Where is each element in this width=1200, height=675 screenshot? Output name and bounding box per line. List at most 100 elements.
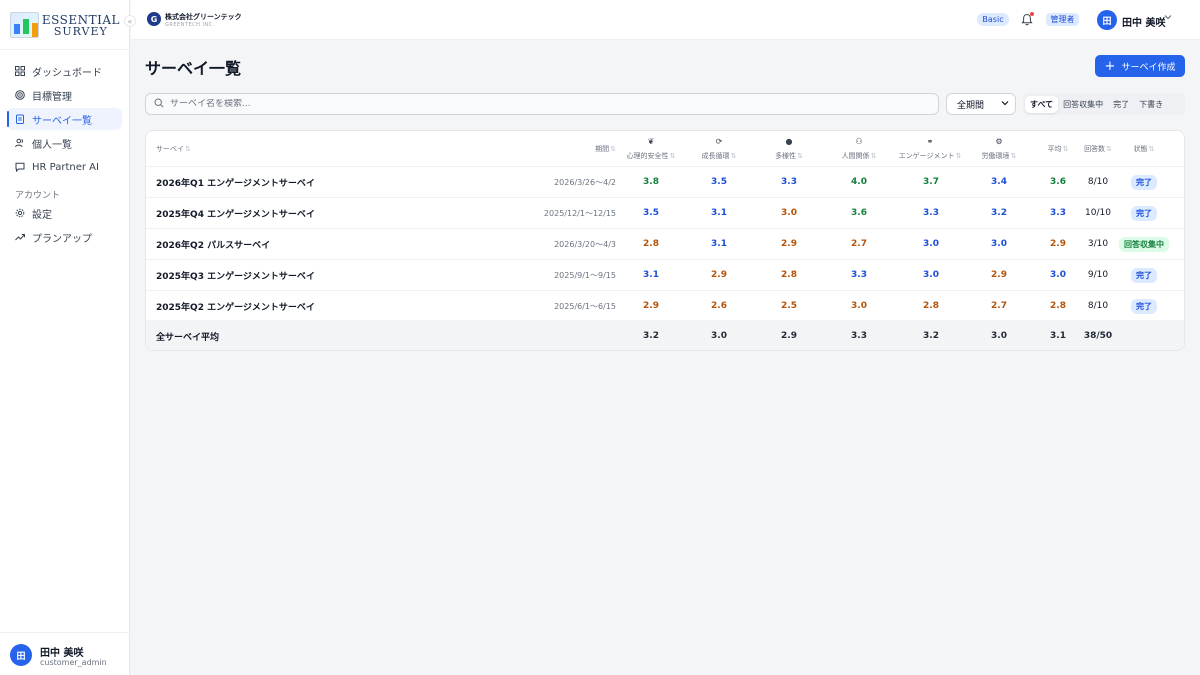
score-average: 3.0 [1050,270,1066,280]
score-engagement: 3.3 [923,208,939,218]
leaf-icon: ❦ [647,136,655,146]
score-psych: 2.9 [643,301,659,311]
search-box[interactable] [145,93,939,115]
period-select-value: 全期間 [957,100,985,111]
avatar: 田 [10,644,32,666]
filter-tab-completed[interactable]: 完了 [1113,99,1130,109]
survey-period: 2026/3/26〜4/2 [554,177,616,187]
avg-average: 3.1 [1050,331,1066,341]
plus-icon: + [1104,58,1116,74]
score-labor: 3.2 [991,208,1007,218]
score-psych: 3.1 [643,270,659,280]
plan-badge: Basic [977,13,1009,26]
header-label: 回答数 [1084,144,1106,153]
col-labor[interactable]: ⚙ 労働環境⇅ [964,131,1034,166]
cycle-icon: ⟳ [715,136,723,146]
survey-name[interactable]: 2026年Q1 エンゲージメントサーベイ [156,178,315,189]
score-psych: 3.8 [643,177,659,187]
sidebar: ESSENTIAL SURVEY ダッシュボード 目標管理 サーベイ一覧 個人一… [0,0,130,675]
survey-name[interactable]: 2025年Q2 エンゲージメントサーベイ [156,302,315,313]
score-diversity: 3.0 [781,208,797,218]
logo-line2: SURVEY [53,24,108,38]
header-label: エンゲージメント [898,151,955,160]
search-icon [154,97,164,111]
score-relations: 3.3 [851,270,867,280]
survey-period: 2025/6/1〜6/15 [554,301,616,311]
header-label: 成長循環 [701,151,730,160]
sort-icon: ⇅ [185,144,191,153]
col-responses[interactable]: 回答数 ⇅ [1077,131,1119,166]
col-survey[interactable]: サーベイ ⇅ [156,131,191,166]
company-subtitle: GREENTECH INC. [165,22,215,28]
survey-name[interactable]: 2026年Q2 パルスサーベイ [156,240,271,251]
col-period[interactable]: 期間 ⇅ [576,131,616,166]
avg-labor: 3.0 [991,331,1007,341]
filter-tab-all[interactable]: すべて [1025,95,1059,113]
sidebar-item-hr-partner-ai[interactable]: HR Partner AI [7,156,122,178]
survey-period: 2025/12/1〜12/15 [543,208,616,218]
header-user-name[interactable]: 田中 美咲 [1122,18,1166,29]
users-icon [15,138,25,148]
header-label: 人間関係 [841,151,870,160]
header-avatar[interactable]: 田 [1097,10,1117,30]
collapse-sidebar-button[interactable]: « [124,15,136,27]
score-growth: 3.1 [711,208,727,218]
sidebar-divider [0,49,130,50]
table-row[interactable]: 2026年Q1 エンゲージメントサーベイ 2026/3/26〜4/2 3.8 3… [146,167,1184,198]
col-average[interactable]: 平均 ⇅ [1039,131,1077,166]
col-diversity[interactable]: ● 多様性⇅ [754,131,824,166]
company-logo: G [147,12,161,26]
survey-name[interactable]: 2025年Q3 エンゲージメントサーベイ [156,271,315,282]
create-survey-button[interactable]: + サーベイ作成 [1095,55,1185,77]
user-role: customer_admin [40,658,107,667]
score-relations: 3.0 [851,301,867,311]
table-row[interactable]: 2025年Q3 エンゲージメントサーベイ 2025/9/1〜9/15 3.1 2… [146,260,1184,291]
sidebar-item-surveys[interactable]: サーベイ一覧 [7,108,122,130]
create-survey-label: サーベイ作成 [1121,62,1176,73]
sidebar-item-plan-up[interactable]: プランアップ [7,226,122,248]
chevron-down-icon[interactable] [1164,13,1172,24]
period-select[interactable]: 全期間 [946,93,1016,115]
col-engagement[interactable]: ⚭ エンゲージメント⇅ [889,131,971,166]
search-input[interactable] [170,99,870,109]
avg-responses: 38/50 [1083,331,1113,341]
table-row[interactable]: 2026年Q2 パルスサーベイ 2026/3/20〜4/3 2.8 3.1 2.… [146,229,1184,260]
col-psych[interactable]: ❦ 心理的安全性⇅ [616,131,686,166]
status-badge: 回答収集中 [1119,236,1169,252]
app-logo[interactable]: ESSENTIAL SURVEY [10,11,120,39]
col-relations[interactable]: ⚇ 人間関係⇅ [824,131,894,166]
table-row[interactable]: 2025年Q4 エンゲージメントサーベイ 2025/12/1〜12/15 3.5… [146,198,1184,229]
trending-up-icon [15,232,25,242]
sidebar-item-settings[interactable]: 設定 [7,202,122,224]
sidebar-item-goals[interactable]: 目標管理 [7,84,122,106]
table-row[interactable]: 2025年Q2 エンゲージメントサーベイ 2025/6/1〜6/15 2.9 2… [146,291,1184,322]
filter-tab-collecting[interactable]: 回答収集中 [1063,99,1104,109]
col-status[interactable]: 状態 ⇅ [1119,131,1169,166]
score-engagement: 3.7 [923,177,939,187]
sidebar-user[interactable]: 田 田中 美咲 customer_admin [0,632,130,675]
chevron-down-icon [1001,99,1009,110]
sort-icon: ⇅ [669,151,676,160]
sidebar-item-individuals[interactable]: 個人一覧 [7,132,122,154]
sidebar-item-dashboard[interactable]: ダッシュボード [7,60,122,82]
header-label: 労働環境 [981,151,1010,160]
notification-bell-icon[interactable] [1021,12,1034,26]
survey-table: サーベイ ⇅ 期間 ⇅ ❦ 心理的安全性⇅ ⟳ 成長循環⇅ ● 多様性⇅ ⚇ 人間関係⇅ ⚭… [145,130,1185,351]
score-growth: 2.6 [711,301,727,311]
avg-psych: 3.2 [643,331,659,341]
score-labor: 2.7 [991,301,1007,311]
role-badge: 管理者 [1046,13,1079,26]
gears-icon: ⚙ [995,136,1003,146]
score-labor: 2.9 [991,270,1007,280]
score-diversity: 2.5 [781,301,797,311]
sidebar-item-label: サーベイ一覧 [32,115,92,127]
sort-icon: ⇅ [870,151,877,160]
score-engagement: 3.0 [923,270,939,280]
status-badge: 完了 [1131,267,1157,283]
score-diversity: 3.3 [781,177,797,187]
survey-name[interactable]: 2025年Q4 エンゲージメントサーベイ [156,209,315,220]
header-label: 期間 [595,144,610,153]
filter-tab-draft[interactable]: 下書き [1139,99,1164,109]
globe-icon: ● [785,136,793,146]
col-growth[interactable]: ⟳ 成長循環⇅ [684,131,754,166]
